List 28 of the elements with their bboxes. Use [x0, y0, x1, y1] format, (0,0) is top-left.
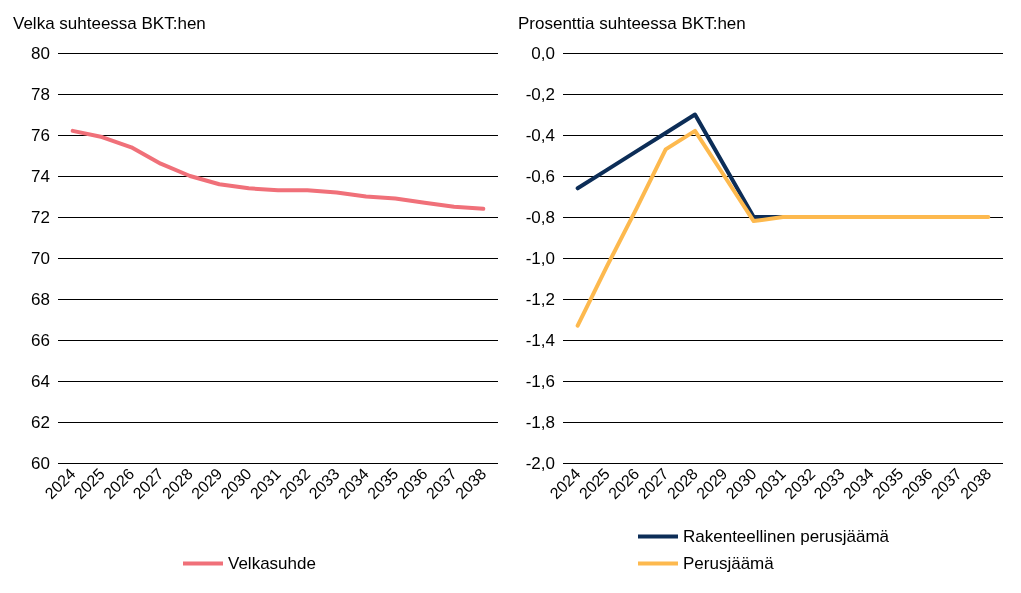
- line-series: [70, 128, 486, 211]
- y-tick-label: 76: [31, 125, 50, 145]
- y-tick-label: -0,6: [525, 166, 555, 186]
- y-tick-label: -0,2: [525, 84, 555, 104]
- y-tick-label: 74: [31, 166, 50, 186]
- y-tick-label: 78: [31, 84, 50, 104]
- y-tick-label: 72: [31, 207, 50, 227]
- legend-label: Perusjäämä: [683, 554, 775, 573]
- y-axis-title: Velka suhteessa BKT:hen: [13, 14, 206, 33]
- y-tick-label: 80: [31, 43, 50, 63]
- y-tick-label: -1,0: [525, 248, 555, 268]
- y-tick-label: 68: [31, 289, 50, 309]
- y-tick-label: 66: [31, 330, 50, 350]
- legend-label: Rakenteellinen perusjäämä: [683, 527, 890, 546]
- y-tick-label: 70: [31, 248, 50, 268]
- y-tick-label: -1,4: [525, 330, 555, 350]
- y-axis-title: Prosenttia suhteessa BKT:hen: [518, 14, 746, 33]
- y-tick-label: 64: [31, 371, 50, 391]
- line-series: [575, 128, 991, 328]
- y-tick-label: 60: [31, 453, 50, 473]
- y-tick-label: -1,6: [525, 371, 555, 391]
- y-tick-label: -0,4: [525, 125, 555, 145]
- y-tick-label: -0,8: [525, 207, 555, 227]
- legend-label: Velkasuhde: [228, 554, 316, 573]
- y-tick-label: 62: [31, 412, 50, 432]
- y-tick-label: -1,2: [525, 289, 555, 309]
- y-tick-label: -1,8: [525, 412, 555, 432]
- y-tick-label: 0,0: [531, 43, 555, 63]
